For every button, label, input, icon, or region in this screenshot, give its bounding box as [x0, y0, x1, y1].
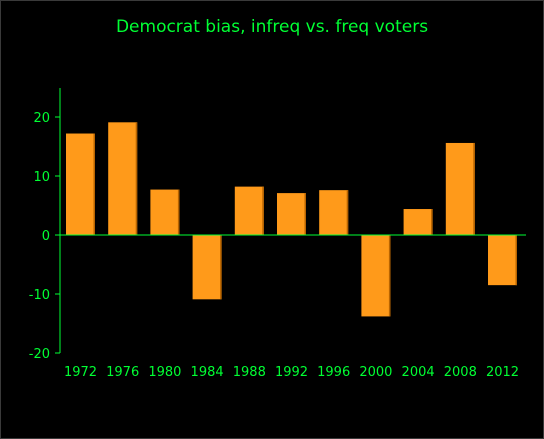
bar-shadow-1984	[220, 235, 222, 300]
bar-shadow-1972	[93, 133, 95, 235]
x-tick-label-1980: 1980	[148, 365, 181, 380]
bar-2000	[361, 235, 391, 317]
y-tick-label-10: 10	[33, 170, 50, 185]
x-tick-label-1988: 1988	[233, 365, 266, 380]
bar-shadow-1996	[346, 190, 349, 235]
y-tick-label--10: -10	[29, 288, 50, 303]
y-tick-label-0: 0	[42, 229, 50, 244]
bar-1988	[234, 186, 264, 235]
axes-group	[55, 88, 526, 354]
bar-shadow-1976	[135, 122, 138, 235]
x-tick-label-2008: 2008	[444, 365, 477, 380]
bar-shadow-2008	[473, 142, 475, 235]
bar-2004	[403, 209, 433, 235]
bar-1992	[277, 193, 306, 235]
bar-1996	[319, 190, 349, 235]
x-tick-label-2012: 2012	[486, 365, 519, 380]
bars-group	[66, 122, 517, 317]
y-tick-label-20: 20	[33, 111, 50, 126]
x-tick-label-1996: 1996	[317, 365, 350, 380]
bar-shadow-2000	[388, 235, 391, 317]
x-tick-label-1992: 1992	[275, 365, 308, 380]
bar-shadow-1988	[262, 186, 264, 235]
bar-1980	[150, 189, 180, 235]
bar-1976	[108, 122, 138, 235]
bar-shadow-1992	[304, 193, 306, 235]
y-tick-labels: -20 -10 0 10 20	[29, 111, 50, 362]
x-tick-label-1984: 1984	[191, 365, 224, 380]
x-tick-label-2004: 2004	[402, 365, 435, 380]
x-tick-label-1972: 1972	[64, 365, 97, 380]
x-tick-label-2000: 2000	[359, 365, 392, 380]
x-tick-labels: 1972 1976 1980 1984 1988 1992 1996 2000 2004 2008…	[64, 365, 519, 380]
bar-shadow-2012	[515, 235, 517, 286]
bar-shadow-1980	[177, 189, 180, 235]
bar-2012	[488, 235, 517, 286]
y-tick-label--20: -20	[29, 347, 50, 362]
bar-shadow-2004	[431, 209, 433, 235]
chart-title: Democrat bias, infreq vs. freq voters	[115, 17, 429, 37]
x-tick-label-1976: 1976	[106, 365, 139, 380]
bar-1984	[192, 235, 222, 300]
bar-2008	[445, 142, 475, 235]
bar-1972	[66, 133, 95, 235]
